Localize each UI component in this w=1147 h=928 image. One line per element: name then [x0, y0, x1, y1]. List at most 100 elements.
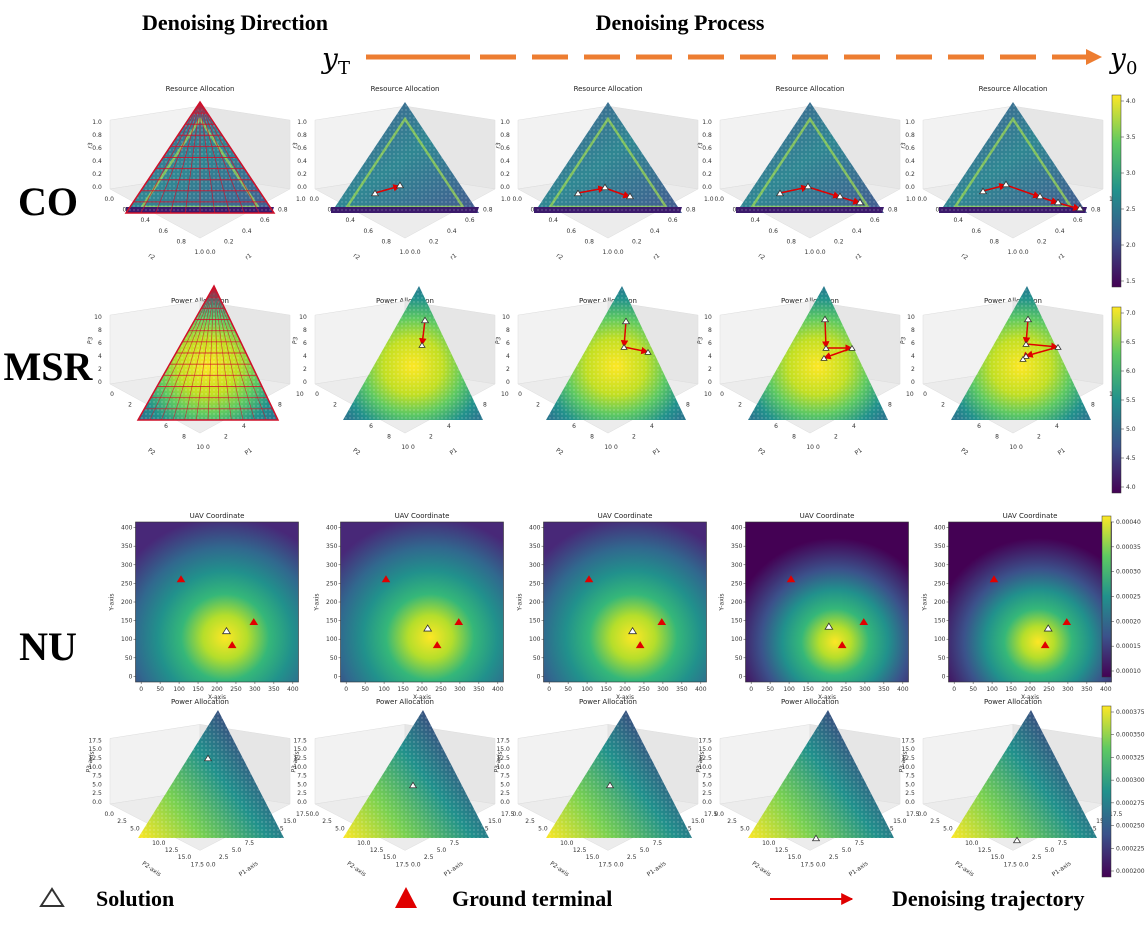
uav-ytick: 350 [731, 543, 743, 550]
msr-panel-2-ytick: 2 [333, 402, 337, 409]
uav-terminal-marker [859, 618, 869, 626]
nu-panel-1-ztick: 17.5 [88, 737, 102, 744]
uav-solution-marker [423, 624, 433, 632]
uav-xtick: 250 [1043, 686, 1055, 693]
uav-xlabel: X-axis [818, 694, 836, 701]
nu-panel-1-ylabel: P2-axis [140, 860, 162, 878]
nu-panel-5-ytick: 15.0 [991, 854, 1005, 861]
msr-panel-5-ytick: 0 [923, 391, 927, 398]
nu-panel-5-ztick: 12.5 [901, 755, 915, 762]
nu-panel-3-ztick: 17.5 [496, 737, 510, 744]
msr-panel-5: Power Allocation001022844666488210100P3P… [899, 286, 1117, 457]
msr-trajectory [820, 315, 856, 361]
nu-panel-2-ytick: 17.5 [396, 861, 410, 868]
msr-panel-1-ytick: 2 [128, 402, 132, 409]
uav-terminal-marker [249, 618, 259, 626]
co-panel-1-xtick: 0.0 [206, 249, 216, 256]
nu-colorbar-tick: 0.000225 [1116, 845, 1145, 852]
msr-panel-1-ztick: 2 [98, 366, 102, 373]
msr-panel-1-ytick: 6 [164, 423, 168, 430]
nu-colorbar-gradient [1101, 705, 1112, 878]
uav-xtick: 400 [1100, 686, 1112, 693]
nu-solution-marker [605, 781, 615, 789]
msr-panel-2-xtick: 2 [429, 433, 433, 440]
msr-panel-3-xtick: 10 [704, 391, 712, 398]
msr-panel-4-ylabel: P2 [756, 447, 766, 457]
uav-terminal-marker [454, 618, 464, 626]
msr-panel-5-ztick: 0 [911, 379, 915, 386]
nu-panel-2-ytick: 0.0 [309, 811, 319, 818]
nu-solution-marker [203, 754, 213, 762]
msr-panel-5-ylabel: P2 [959, 447, 969, 457]
nu-panel-3-xtick: 0.0 [614, 861, 624, 868]
nu-panel-3-ytick: 12.5 [573, 847, 587, 854]
co-colorbar-tick: 3.0 [1126, 170, 1136, 177]
nu-panel-2-xtick: 15.0 [488, 818, 502, 825]
co-panel-2-ztick: 1.0 [297, 119, 307, 126]
uav-ytick: 400 [529, 525, 541, 532]
nu-panel-3-ytick: 17.5 [599, 861, 613, 868]
msr-vector-field [136, 284, 280, 421]
msr-surface-points [546, 286, 686, 420]
uav-ytick: 100 [731, 636, 743, 643]
co-panel-3: Resource Allocation0.00.01.00.20.20.80.4… [495, 85, 714, 262]
msr-trajectory [1019, 315, 1062, 362]
co-panel-4-xlabel: r1 [854, 252, 863, 261]
co-panel-1-ytick: 0.8 [176, 238, 186, 245]
nu-colorbar: 0.000200 0.000225 0.000250 0.000275 0.000300… [1101, 705, 1145, 878]
nu-panel-4-ztick: 17.5 [698, 737, 712, 744]
nu-panel-5-zlabel: P3-axis [898, 751, 909, 774]
co-panel-5: Resource Allocation0.00.01.00.20.20.80.4… [900, 85, 1119, 262]
uav-colorbar-tick: 0.00020 [1116, 618, 1141, 625]
uav-ytick: 150 [731, 618, 743, 625]
uav-ytick: 250 [731, 580, 743, 587]
nu-panel-3-ztick: 12.5 [496, 755, 510, 762]
co-panel-3-ztick: 0.2 [500, 171, 510, 178]
uav-ytick: 350 [121, 543, 133, 550]
uav-panel-title: UAV Coordinate [190, 512, 245, 520]
uav-terminal-marker [432, 641, 442, 649]
nu-panel-5-ztick: 17.5 [901, 737, 915, 744]
nu-colorbar-tick: 0.000375 [1116, 709, 1145, 716]
msr-panel-2-ztick: 0 [303, 379, 307, 386]
msr-panel-3-zlabel: P3 [494, 336, 502, 345]
co-solution-marker [978, 187, 988, 195]
uav-ylabel: Y-axis [314, 593, 321, 611]
nu-panel-1-ytick: 15.0 [178, 854, 192, 861]
uav-xtick: 0 [749, 686, 753, 693]
msr-panel-1-ytick: 8 [182, 433, 186, 440]
nu-panel-2-xtick: 2.5 [424, 854, 434, 861]
uav-xtick: 100 [173, 686, 185, 693]
row-label-msr: MSR [4, 344, 94, 389]
nu-panel-2-ytick: 10.0 [357, 840, 371, 847]
msr-panel-3-ztick: 10 [502, 314, 510, 321]
nu-panel-4-ztick: 0.0 [702, 799, 712, 806]
nu-panel-4-xlabel: P1-axis [848, 860, 870, 878]
nu-panel-5-ytick: 2.5 [930, 818, 940, 825]
co-panel-1-zlabel: r3 [87, 142, 95, 150]
msr-panel-1-xtick: 10 [296, 391, 304, 398]
uav-heatmap [948, 521, 1112, 683]
uav-ytick: 50 [735, 655, 743, 662]
msr-panel-4-ztick: 6 [708, 340, 712, 347]
co-trajectory [978, 180, 1085, 212]
uav-ytick: 150 [529, 618, 541, 625]
nu-panel-3-ylabel: P2-axis [548, 860, 570, 878]
nu-panel-2-ylabel: P2-axis [345, 860, 367, 878]
start-sub: T [338, 58, 350, 79]
co-panel-4-ztick: 1.0 [702, 119, 712, 126]
co-solution-marker [835, 192, 845, 200]
uav-xtick: 200 [1024, 686, 1036, 693]
msr-solution-marker [820, 354, 828, 361]
nu-panel-4-xtick: 15.0 [893, 818, 907, 825]
co-panel-title: Resource Allocation [979, 85, 1048, 93]
nu-panel-4-ztick: 5.0 [702, 781, 712, 788]
co-panel-2-ytick: 0.4 [345, 217, 355, 224]
uav-ytick: 300 [326, 562, 338, 569]
nu-panel-title: Power Allocation [579, 698, 637, 706]
msr-panel-4-ztick: 10 [704, 314, 712, 321]
co-panel-1-ylabel: r2 [147, 252, 156, 261]
uav-colorbar: 0.00010 0.00015 0.00020 0.00025 0.00030 0.000… [1101, 515, 1141, 678]
